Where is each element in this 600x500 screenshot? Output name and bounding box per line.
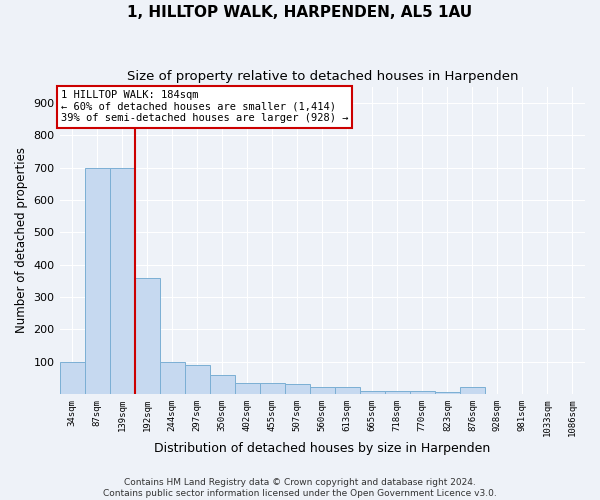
Bar bbox=[410, 392, 435, 394]
Text: 1, HILLTOP WALK, HARPENDEN, AL5 1AU: 1, HILLTOP WALK, HARPENDEN, AL5 1AU bbox=[127, 5, 473, 20]
Y-axis label: Number of detached properties: Number of detached properties bbox=[15, 148, 28, 334]
Bar bbox=[235, 382, 260, 394]
Bar bbox=[209, 374, 235, 394]
Title: Size of property relative to detached houses in Harpenden: Size of property relative to detached ho… bbox=[127, 70, 518, 83]
Bar bbox=[460, 388, 485, 394]
Bar bbox=[360, 392, 385, 394]
Bar bbox=[285, 384, 310, 394]
Bar bbox=[85, 168, 110, 394]
Bar bbox=[310, 388, 335, 394]
X-axis label: Distribution of detached houses by size in Harpenden: Distribution of detached houses by size … bbox=[154, 442, 490, 455]
Text: 1 HILLTOP WALK: 184sqm
← 60% of detached houses are smaller (1,414)
39% of semi-: 1 HILLTOP WALK: 184sqm ← 60% of detached… bbox=[61, 90, 348, 124]
Bar bbox=[134, 278, 160, 394]
Bar bbox=[435, 392, 460, 394]
Bar bbox=[59, 362, 85, 394]
Bar bbox=[335, 388, 360, 394]
Bar bbox=[160, 362, 185, 394]
Text: Contains HM Land Registry data © Crown copyright and database right 2024.
Contai: Contains HM Land Registry data © Crown c… bbox=[103, 478, 497, 498]
Bar bbox=[385, 392, 410, 394]
Bar bbox=[110, 168, 134, 394]
Bar bbox=[185, 365, 209, 394]
Bar bbox=[260, 382, 285, 394]
